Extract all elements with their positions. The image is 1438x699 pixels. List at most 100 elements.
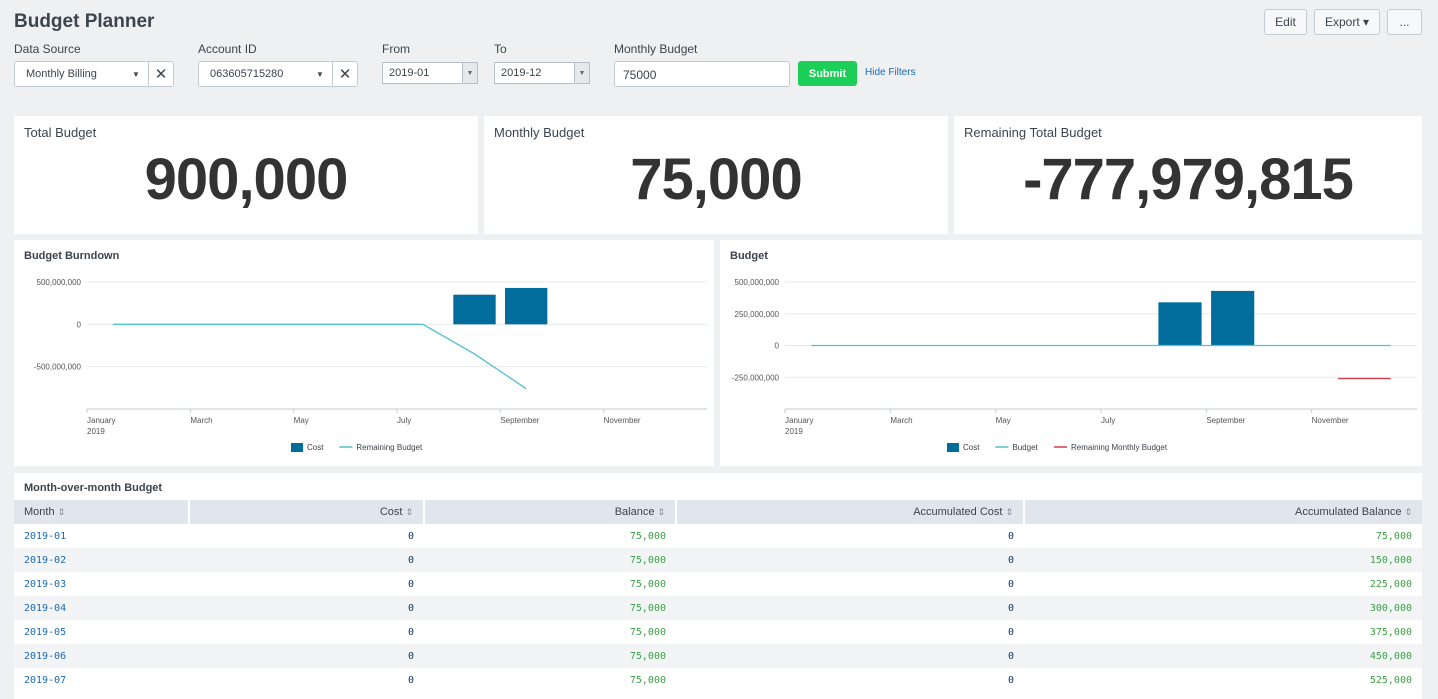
cell-balance: 75,000 [424,668,676,692]
table-row: 2019-01 0 75,000 0 75,000 [14,524,1422,548]
legend-label: Cost [963,443,980,452]
column-header-accumulated-cost[interactable]: Accumulated Cost ⇕ [676,500,1025,524]
more-button[interactable]: ... [1387,9,1422,35]
x-tick-label: January [785,416,813,425]
hide-filters-link[interactable]: Hide Filters [865,67,916,78]
export-button[interactable]: Export ▾ [1314,9,1380,35]
remaining-total-panel: Remaining Total Budget -777,979,815 [954,116,1422,234]
monthly-budget-panel-label: Monthly Budget [494,125,585,140]
cell-accumulated-cost: 0 [676,548,1024,572]
cell-month[interactable]: 2019-01 [14,524,189,548]
cell-accumulated-cost: 0 [676,668,1024,692]
bar [1158,302,1202,346]
y-tick-label: 250,000,000 [735,310,780,319]
column-header-month[interactable]: Month ⇕ [14,500,190,524]
table-row: 2019-03 0 75,000 0 225,000 [14,572,1422,596]
y-tick-label: 0 [775,342,780,351]
x-sub-label: 2019 [87,427,105,436]
budget-burndown-chart: 500,000,000 0 -500,000,000 January March May J… [34,278,707,452]
clear-data-source-icon[interactable]: ✕ [148,62,173,86]
cell-accumulated-balance: 300,000 [1024,596,1422,620]
edit-button[interactable]: Edit [1264,9,1307,35]
x-tick-label: September [1206,416,1245,425]
legend-label: Cost [307,443,324,452]
chevron-down-icon: ▼ [132,70,140,79]
sort-icon: ⇕ [1005,507,1013,517]
cell-balance: 75,000 [424,572,676,596]
series-line [112,323,527,390]
table-row: 2019-07 0 75,000 0 525,000 [14,668,1422,692]
cell-accumulated-balance: 225,000 [1024,572,1422,596]
legend-swatch [291,443,303,452]
y-tick-label: 0 [77,320,82,329]
chart-title: Budget Burndown [24,250,120,262]
bar [504,287,548,325]
cell-balance: 75,000 [424,548,676,572]
table-title: Month-over-month Budget [24,482,163,494]
cell-month[interactable]: 2019-03 [14,572,189,596]
data-source-dropdown[interactable]: Monthly Billing ▼ ✕ [14,61,174,87]
bar [453,294,496,325]
clear-account-id-icon[interactable]: ✕ [332,62,357,86]
column-header-balance[interactable]: Balance ⇕ [424,500,677,524]
monthly-budget-input[interactable]: 75000 [614,61,790,87]
table-row: 2019-04 0 75,000 0 300,000 [14,596,1422,620]
cell-month[interactable]: 2019-05 [14,620,189,644]
cell-cost: 0 [189,596,424,620]
cell-accumulated-cost: 0 [676,572,1024,596]
to-select[interactable]: 2019-12 ▼ [494,62,590,84]
bar [1211,290,1255,346]
monthly-budget-panel: Monthly Budget 75,000 [484,116,948,234]
y-tick-label: -500,000,000 [34,363,82,372]
page-title: Budget Planner [14,11,155,32]
chevron-down-icon: ▼ [462,63,477,83]
total-budget-label: Total Budget [24,125,97,140]
legend-label: Remaining Monthly Budget [1071,443,1168,452]
cell-balance: 75,000 [424,644,676,668]
cell-cost: 0 [189,620,424,644]
x-tick-label: November [604,416,641,425]
account-id-dropdown[interactable]: 063605715280 ▼ ✕ [198,61,358,87]
to-label: To [494,42,507,56]
table-row: 2019-02 0 75,000 0 150,000 [14,548,1422,572]
data-source-label: Data Source [14,42,81,56]
x-tick-label: March [890,416,912,425]
from-select[interactable]: 2019-01 ▼ [382,62,478,84]
cell-cost: 0 [189,644,424,668]
account-id-label: Account ID [198,42,257,56]
cell-accumulated-balance: 150,000 [1024,548,1422,572]
cell-cost: 0 [189,524,424,548]
submit-button[interactable]: Submit [798,61,857,86]
remaining-total-label: Remaining Total Budget [964,125,1102,140]
legend-label: Budget [1012,443,1038,452]
y-tick-label: 500,000,000 [735,278,780,287]
cell-cost: 0 [189,572,424,596]
column-header-accumulated-balance[interactable]: Accumulated Balance ⇕ [1024,500,1422,524]
x-tick-label: November [1312,416,1349,425]
table-row: 2019-06 0 75,000 0 450,000 [14,644,1422,668]
data-source-value: Monthly Billing [26,68,97,80]
cell-month[interactable]: 2019-04 [14,596,189,620]
legend-swatch [947,443,959,452]
legend-label: Remaining Budget [356,443,423,452]
x-tick-label: May [996,416,1011,425]
cell-cost: 0 [189,548,424,572]
monthly-budget-value: 75,000 [630,147,802,212]
cell-accumulated-cost: 0 [676,644,1024,668]
x-tick-label: January [87,416,115,425]
total-budget-value: 900,000 [144,147,349,212]
sort-icon: ⇕ [405,507,413,517]
cell-month[interactable]: 2019-07 [14,668,189,692]
chevron-down-icon: ▼ [574,63,589,83]
sort-icon: ⇕ [57,507,66,517]
column-header-cost[interactable]: Cost ⇕ [189,500,425,524]
sort-icon: ⇕ [657,507,665,517]
cell-month[interactable]: 2019-02 [14,548,189,572]
cell-month[interactable]: 2019-06 [14,644,189,668]
x-tick-label: September [500,416,539,425]
x-tick-label: July [1101,416,1115,425]
x-tick-label: May [294,416,309,425]
cell-cost: 0 [189,668,424,692]
monthly-budget-label: Monthly Budget [614,42,698,56]
budget-table: Month ⇕ Cost ⇕ Balance ⇕ Accumulated Cost ⇕ … [14,500,1422,692]
